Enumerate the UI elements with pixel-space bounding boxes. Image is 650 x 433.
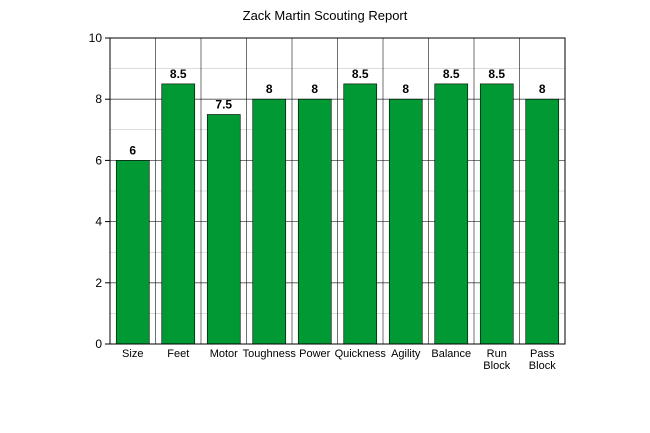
- x-tick-label: Feet: [167, 348, 189, 360]
- data-label: 8: [266, 82, 273, 96]
- x-tick-label: Motor: [210, 348, 238, 360]
- data-label: 8.5: [488, 67, 505, 81]
- x-tick-label-line: Toughness: [243, 348, 297, 360]
- plot-border: [109, 37, 566, 345]
- data-label: 8: [311, 82, 318, 96]
- data-label: 8.5: [352, 67, 369, 81]
- y-tick-label: 10: [89, 31, 103, 45]
- x-tick-label: Run Block: [483, 348, 510, 372]
- y-tick-label: 0: [95, 337, 102, 351]
- x-tick-label-line: Quickness: [335, 348, 387, 360]
- x-tick-label: Balance: [431, 348, 471, 360]
- x-tick-label-line: Block: [529, 360, 556, 372]
- data-label: 8.5: [170, 67, 187, 81]
- x-tick-label: Pass Block: [529, 348, 556, 372]
- bar: [115, 160, 150, 345]
- x-tick-label-line: Run: [487, 348, 507, 360]
- bar: [343, 83, 378, 345]
- x-tick-label: Quickness: [335, 348, 387, 360]
- x-tick-label-line: Power: [299, 348, 331, 360]
- x-tick-label: Agility: [391, 348, 421, 360]
- data-label: 8: [539, 82, 546, 96]
- axes: 0 2 4 6 8 10 Size Feet Motor Toughness Power Quickn…: [89, 31, 566, 372]
- y-tick-label: 8: [95, 92, 102, 106]
- x-tick-label: Size: [122, 348, 143, 360]
- data-label: 8.5: [443, 67, 460, 81]
- data-label: 8: [402, 82, 409, 96]
- chart-title: Zack Martin Scouting Report: [243, 8, 408, 23]
- bars: [115, 83, 560, 345]
- bar: [479, 83, 514, 345]
- bar: [252, 98, 287, 345]
- x-tick-label-line: Motor: [210, 348, 238, 360]
- x-tick-label-line: Block: [483, 360, 510, 372]
- data-label: 6: [129, 143, 136, 157]
- x-tick-label-line: Balance: [431, 348, 471, 360]
- bar: [206, 114, 241, 345]
- x-tick-label: Toughness: [243, 348, 297, 360]
- data-label: 7.5: [215, 98, 232, 112]
- bar: [388, 98, 423, 345]
- y-tick-label: 2: [95, 276, 102, 290]
- x-tick-label-line: Pass: [530, 348, 555, 360]
- y-tick-label: 6: [95, 153, 102, 167]
- data-labels: 6 8.5 7.5 8 8 8.5 8 8.5 8.5 8: [129, 67, 546, 157]
- x-tick-label-line: Feet: [167, 348, 189, 360]
- x-tick-label-line: Size: [122, 348, 143, 360]
- x-tick-label: Power: [299, 348, 331, 360]
- bar: [434, 83, 469, 345]
- x-tick-label-line: Agility: [391, 348, 421, 360]
- bar: [161, 83, 196, 345]
- bar: [297, 98, 332, 345]
- y-tick-label: 4: [95, 215, 102, 229]
- bar: [525, 98, 560, 345]
